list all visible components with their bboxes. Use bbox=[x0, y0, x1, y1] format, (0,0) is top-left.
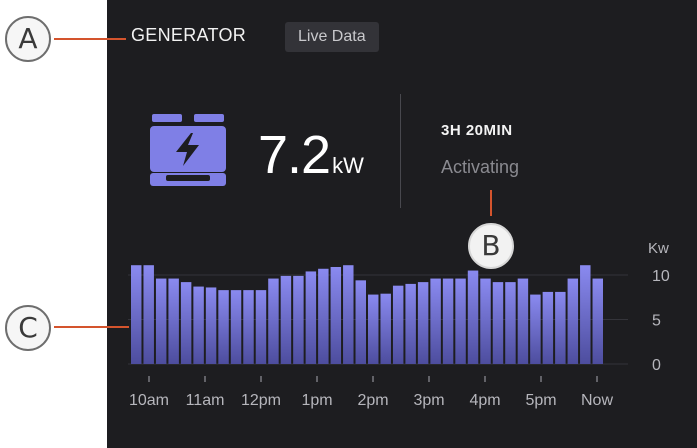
chart-bar[interactable] bbox=[567, 278, 579, 364]
x-tick-label: 12pm bbox=[241, 392, 281, 409]
chart-bar[interactable] bbox=[442, 278, 454, 364]
chart-bar[interactable] bbox=[243, 290, 254, 364]
chart-bar[interactable] bbox=[305, 271, 317, 364]
callout-c: C bbox=[5, 305, 51, 351]
chart-bar[interactable] bbox=[143, 265, 154, 364]
callout-a-leader bbox=[54, 38, 126, 40]
live-data-button[interactable]: Live Data bbox=[285, 22, 379, 52]
chart-bar[interactable] bbox=[392, 285, 404, 364]
chart-bar[interactable] bbox=[168, 278, 179, 364]
chart-bar[interactable] bbox=[193, 286, 204, 364]
y-tick-label: 0 bbox=[652, 357, 661, 374]
chart-bar[interactable] bbox=[268, 278, 279, 364]
chart-bar[interactable] bbox=[505, 282, 516, 364]
page-title: GENERATOR bbox=[131, 25, 247, 45]
x-tick-label: 1pm bbox=[301, 392, 332, 409]
callout-b-leader bbox=[490, 190, 492, 216]
divider bbox=[400, 94, 401, 208]
chart-bar[interactable] bbox=[592, 278, 603, 364]
callout-b: B bbox=[468, 223, 514, 269]
y-tick-label: 10 bbox=[652, 268, 670, 285]
chart-bar[interactable] bbox=[492, 282, 504, 364]
callout-a: A bbox=[5, 16, 51, 62]
chart-bar[interactable] bbox=[131, 265, 142, 364]
chart-bar[interactable] bbox=[318, 268, 329, 364]
power-unit: kW bbox=[332, 153, 364, 178]
status-text: Activating bbox=[441, 157, 520, 177]
chart-bar[interactable] bbox=[180, 282, 192, 364]
generator-icon bbox=[150, 114, 226, 186]
run-duration: 3H 20MIN bbox=[441, 122, 513, 139]
chart-bar[interactable] bbox=[230, 290, 242, 364]
chart-bar[interactable] bbox=[555, 291, 566, 364]
chart-bar[interactable] bbox=[280, 275, 292, 364]
x-tick-label: 10am bbox=[129, 392, 169, 409]
generator-panel bbox=[107, 0, 697, 448]
chart-bar[interactable] bbox=[417, 282, 429, 364]
chart-bar[interactable] bbox=[480, 278, 491, 364]
x-tick-label: 5pm bbox=[525, 392, 556, 409]
chart-bar[interactable] bbox=[430, 278, 441, 364]
x-tick-label: Now bbox=[581, 392, 613, 409]
power-readout: 7.2kW bbox=[258, 124, 364, 186]
chart-bar[interactable] bbox=[155, 278, 167, 364]
chart-bar[interactable] bbox=[530, 294, 541, 364]
chart-bar[interactable] bbox=[205, 287, 217, 364]
chart-bar[interactable] bbox=[580, 265, 591, 364]
y-unit-label: Kw bbox=[648, 240, 669, 257]
chart-bar[interactable] bbox=[368, 294, 379, 364]
y-tick-label: 5 bbox=[652, 313, 661, 330]
callout-c-leader bbox=[54, 326, 129, 328]
chart-bar[interactable] bbox=[255, 290, 267, 364]
chart-bar[interactable] bbox=[330, 266, 342, 364]
chart-bar[interactable] bbox=[517, 278, 529, 364]
x-tick-label: 11am bbox=[186, 392, 225, 409]
chart-bar[interactable] bbox=[542, 291, 554, 364]
chart-bar[interactable] bbox=[380, 293, 391, 364]
chart-bar[interactable] bbox=[355, 280, 366, 364]
x-tick-label: 2pm bbox=[357, 392, 388, 409]
chart-bar[interactable] bbox=[343, 265, 354, 364]
chart-bar[interactable] bbox=[293, 275, 304, 364]
chart-bar[interactable] bbox=[455, 278, 466, 364]
chart-bar[interactable] bbox=[467, 270, 479, 364]
chart-bar[interactable] bbox=[405, 283, 416, 364]
power-value: 7.2 bbox=[258, 125, 331, 185]
chart-bar[interactable] bbox=[218, 290, 229, 364]
x-tick-label: 4pm bbox=[469, 392, 500, 409]
x-tick-label: 3pm bbox=[413, 392, 444, 409]
